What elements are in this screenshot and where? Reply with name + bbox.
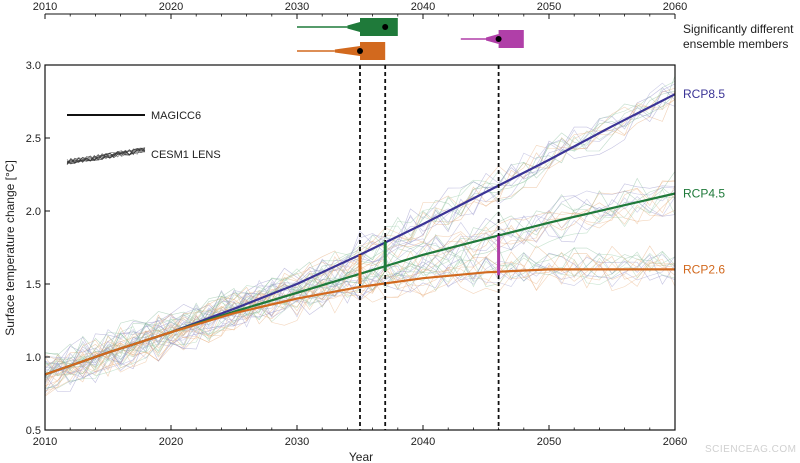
legend-label-magicc6: MAGICC6 [151, 110, 201, 122]
y-tick-label: 1.0 [26, 352, 41, 364]
distribution-box [360, 42, 386, 60]
distribution-box [360, 18, 398, 36]
distribution-median-dot [495, 36, 502, 42]
ensemble-member-line [44, 252, 676, 390]
ensemble-member-line [44, 201, 676, 392]
plot-frame [44, 64, 676, 431]
series-label-rcp26: RCP2.6 [683, 262, 725, 276]
series-label-rcp45: RCP4.5 [683, 187, 725, 201]
vertical-markers [358, 65, 501, 430]
watermark: SCIENCEAG.COM [705, 444, 797, 455]
distribution-taper [486, 34, 499, 44]
x-tick-label: 2050 [537, 436, 561, 448]
y-tick-label: 3.0 [26, 60, 41, 72]
x-axis-title: Year [349, 450, 373, 463]
top-x-tick-label: 2020 [159, 1, 183, 13]
ensemble-member-line [44, 202, 676, 387]
y-tick-label: 2.0 [26, 206, 41, 218]
series-label-rcp85: RCP8.5 [683, 87, 725, 101]
top-x-tick-label: 2050 [537, 1, 561, 13]
y-tick-label: 2.5 [26, 133, 41, 145]
x-tick-label: 2020 [159, 436, 183, 448]
top-x-tick-label: 2060 [663, 1, 687, 13]
legend-ensemble-swatch [66, 147, 146, 165]
y-tick-label: 1.5 [26, 279, 41, 291]
top-x-tick-label: 2040 [411, 1, 435, 13]
distribution-taper [334, 46, 360, 56]
distribution-median-dot [382, 24, 389, 30]
legend: MAGICC6 CESM1 LENS [66, 110, 221, 165]
x-tick-label: 2040 [411, 436, 435, 448]
distribution-taper [347, 22, 360, 32]
distribution-median-dot [357, 48, 363, 54]
ensemble-member-line [44, 256, 676, 370]
annotation-line-2: ensemble members [683, 37, 788, 51]
legend-ensemble-line [66, 148, 146, 165]
y-axis-title: Surface temperature change [°C] [3, 160, 17, 336]
series-line-rcp26 [44, 268, 675, 376]
x-tick-label: 2010 [33, 436, 57, 448]
axes: 2010 2020 2030 2040 2050 2060 2010 2020 2030 2040… [26, 1, 688, 448]
distribution-box [498, 30, 524, 48]
x-tick-label: 2030 [285, 436, 309, 448]
legend-ensemble-line [66, 148, 146, 163]
ensemble-member-line [44, 87, 676, 375]
x-tick-label: 2060 [663, 436, 687, 448]
y-tick-label: 0.5 [26, 425, 41, 437]
top-x-tick-label: 2030 [285, 1, 309, 13]
emergence-distributions [297, 18, 524, 60]
annotation-line-1: Significantly different [683, 22, 794, 36]
legend-label-cesm1-lens: CESM1 LENS [151, 149, 221, 161]
top-x-tick-label: 2010 [33, 1, 57, 13]
